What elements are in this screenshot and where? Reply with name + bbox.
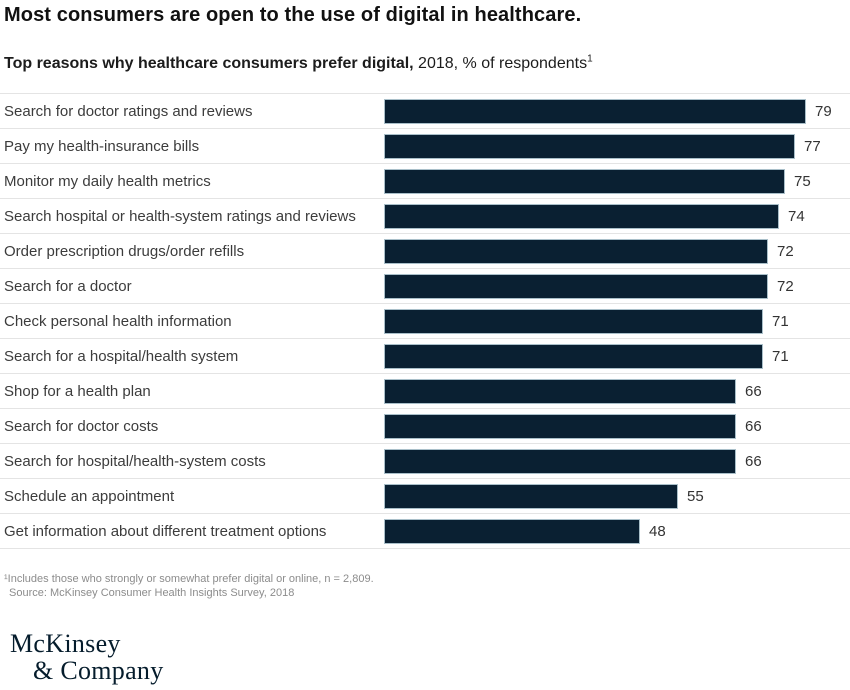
- chart-row: Search for a hospital/health system 71: [0, 339, 850, 374]
- bar-track: 72: [384, 269, 850, 303]
- category-label: Schedule an appointment: [4, 487, 175, 505]
- category-label: Pay my health-insurance bills: [4, 137, 200, 155]
- bar-track: 71: [384, 339, 850, 373]
- bar-track: 66: [384, 444, 850, 478]
- category-label: Shop for a health plan: [4, 382, 151, 400]
- bar-track: 55: [384, 479, 850, 513]
- logo-line-1: McKinsey: [10, 629, 121, 658]
- bar-track: 71: [384, 304, 850, 338]
- value-label: 75: [794, 172, 811, 190]
- category-label: Check personal health information: [4, 312, 232, 330]
- bar-track: 66: [384, 409, 850, 443]
- value-label: 72: [777, 277, 794, 295]
- mckinsey-logo: McKinsey & Company: [10, 630, 850, 684]
- footnote-text: ¹Includes those who strongly or somewhat…: [4, 573, 374, 585]
- chart-row: Get information about different treatmen…: [0, 514, 850, 549]
- bar: [384, 273, 768, 299]
- chart-row: Schedule an appointment 55: [0, 479, 850, 514]
- chart-row: Shop for a health plan 66: [0, 374, 850, 409]
- chart-subtitle: Top reasons why healthcare consumers pre…: [4, 54, 846, 74]
- category-label: Search for hospital/health-system costs: [4, 452, 266, 470]
- bar: [384, 483, 678, 509]
- value-label: 77: [804, 137, 821, 155]
- chart-row: Check personal health information 71: [0, 304, 850, 339]
- chart-row: Monitor my daily health metrics 75: [0, 164, 850, 199]
- bar-track: 66: [384, 374, 850, 408]
- subtitle-bold-text: Top reasons why healthcare consumers pre…: [4, 55, 414, 72]
- bar: [384, 413, 736, 439]
- value-label: 55: [687, 487, 704, 505]
- bar: [384, 98, 806, 124]
- source-text: Source: McKinsey Consumer Health Insight…: [9, 587, 295, 599]
- footnote-block: ¹Includes those who strongly or somewhat…: [4, 572, 846, 600]
- value-label: 71: [772, 312, 789, 330]
- bar-track: 75: [384, 164, 850, 198]
- category-label: Monitor my daily health metrics: [4, 172, 211, 190]
- category-label: Order prescription drugs/order refills: [4, 242, 245, 260]
- value-label: 48: [649, 522, 666, 540]
- category-label: Search for a hospital/health system: [4, 347, 239, 365]
- value-label: 66: [745, 382, 762, 400]
- category-label: Search for a doctor: [4, 277, 132, 295]
- bar: [384, 308, 763, 334]
- value-label: 71: [772, 347, 789, 365]
- bar: [384, 203, 779, 229]
- bar: [384, 168, 785, 194]
- chart-row: Order prescription drugs/order refills 72: [0, 234, 850, 269]
- chart-row: Search for doctor costs 66: [0, 409, 850, 444]
- bar: [384, 238, 768, 264]
- page-title: Most consumers are open to the use of di…: [4, 4, 582, 26]
- bar-chart: Search for doctor ratings and reviews 79 P…: [0, 93, 850, 549]
- chart-row: Pay my health-insurance bills 77: [0, 129, 850, 164]
- subtitle-regular-text: 2018, % of respondents: [413, 55, 588, 72]
- category-label: Get information about different treatmen…: [4, 522, 327, 540]
- value-label: 72: [777, 242, 794, 260]
- value-label: 74: [788, 207, 805, 225]
- bar-track: 72: [384, 234, 850, 268]
- chart-row: Search for doctor ratings and reviews 79: [0, 94, 850, 129]
- bar: [384, 343, 763, 369]
- bar: [384, 378, 736, 404]
- bar: [384, 133, 795, 159]
- logo-line-2: & Company: [33, 656, 164, 685]
- bar: [384, 518, 640, 544]
- chart-row: Search for a doctor 72: [0, 269, 850, 304]
- category-label: Search for doctor ratings and reviews: [4, 102, 253, 120]
- subtitle-footnote-marker: 1: [587, 53, 593, 65]
- category-label: Search for doctor costs: [4, 417, 159, 435]
- value-label: 66: [745, 417, 762, 435]
- chart-row: Search for hospital/health-system costs 6…: [0, 444, 850, 479]
- bar: [384, 448, 736, 474]
- chart-row: Search hospital or health-system ratings…: [0, 199, 850, 234]
- bar-track: 77: [384, 129, 850, 163]
- bar-track: 74: [384, 199, 850, 233]
- bar-track: 48: [384, 514, 850, 548]
- category-label: Search hospital or health-system ratings…: [4, 207, 356, 225]
- value-label: 79: [815, 102, 832, 120]
- bar-track: 79: [384, 94, 850, 128]
- value-label: 66: [745, 452, 762, 470]
